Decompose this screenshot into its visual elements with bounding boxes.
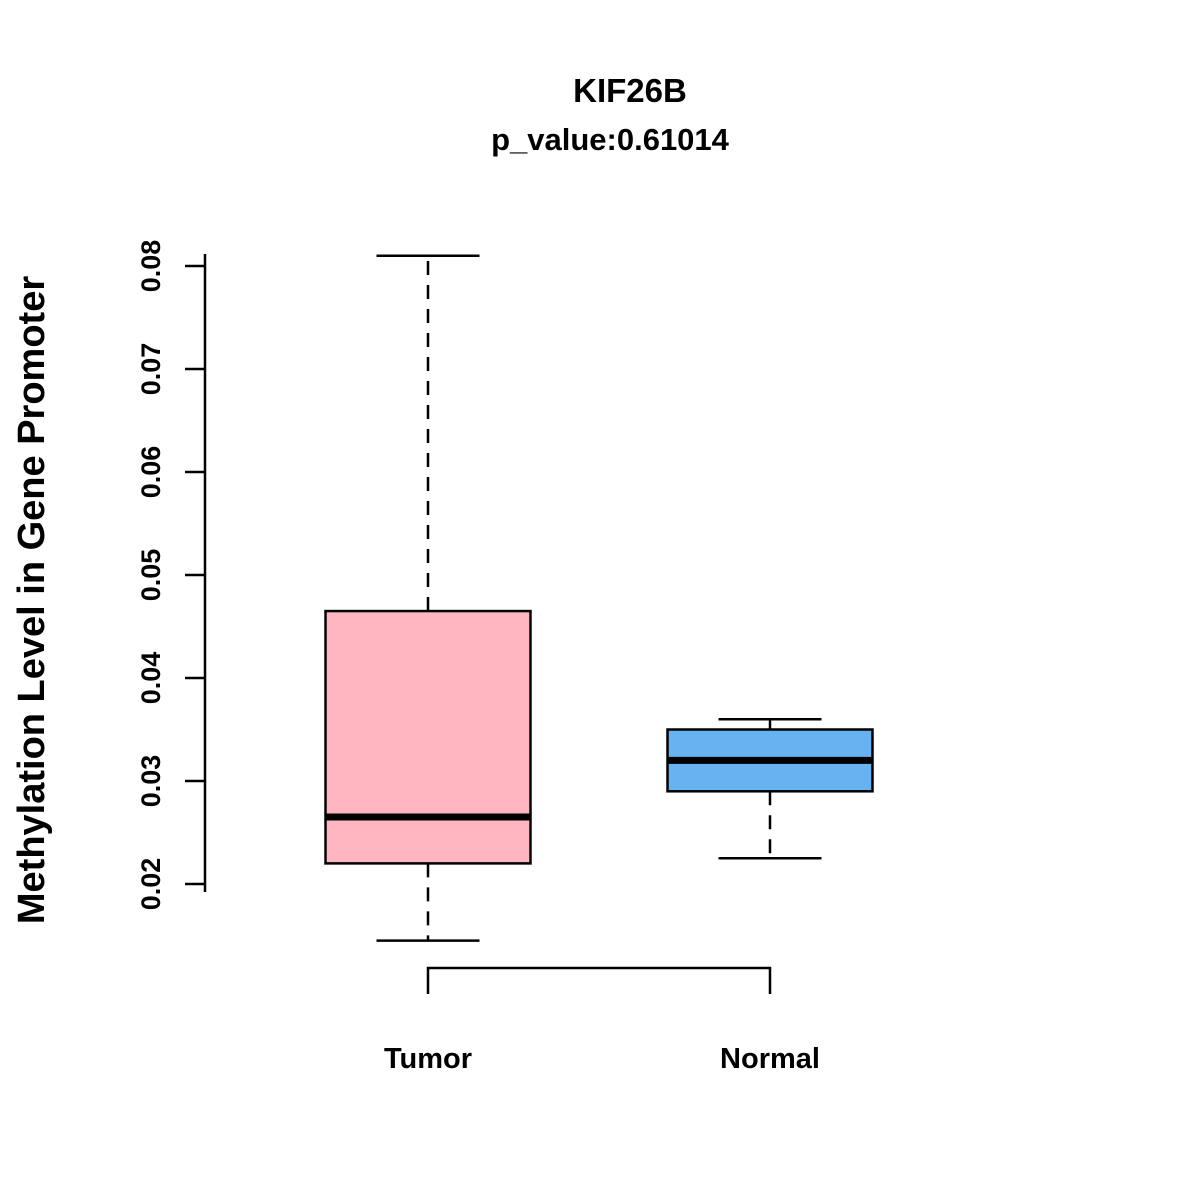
y-tick-label: 0.04: [136, 652, 166, 705]
plot-area: 0.02 0.03 0.04 0.05 0.06 0.07 0.08 Tumor Normal: [136, 240, 874, 1075]
y-tick-label: 0.06: [136, 446, 166, 499]
x-axis-label-tumor: Tumor: [384, 1043, 472, 1075]
y-tick-label: 0.07: [136, 343, 166, 396]
x-axis-label-normal: Normal: [720, 1043, 820, 1075]
y-tick-label: 0.08: [136, 240, 166, 293]
y-tick-label: 0.03: [136, 755, 166, 808]
y-tick-label: 0.02: [136, 858, 166, 911]
y-tick-label: 0.05: [136, 549, 166, 602]
chart-title: KIF26B: [573, 72, 687, 109]
box-tumor: [324, 609, 532, 865]
y-axis-label: Methylation Level in Gene Promoter: [11, 276, 53, 924]
chart-subtitle: p_value:0.61014: [491, 122, 730, 157]
comparison-bracket: [426, 966, 772, 994]
